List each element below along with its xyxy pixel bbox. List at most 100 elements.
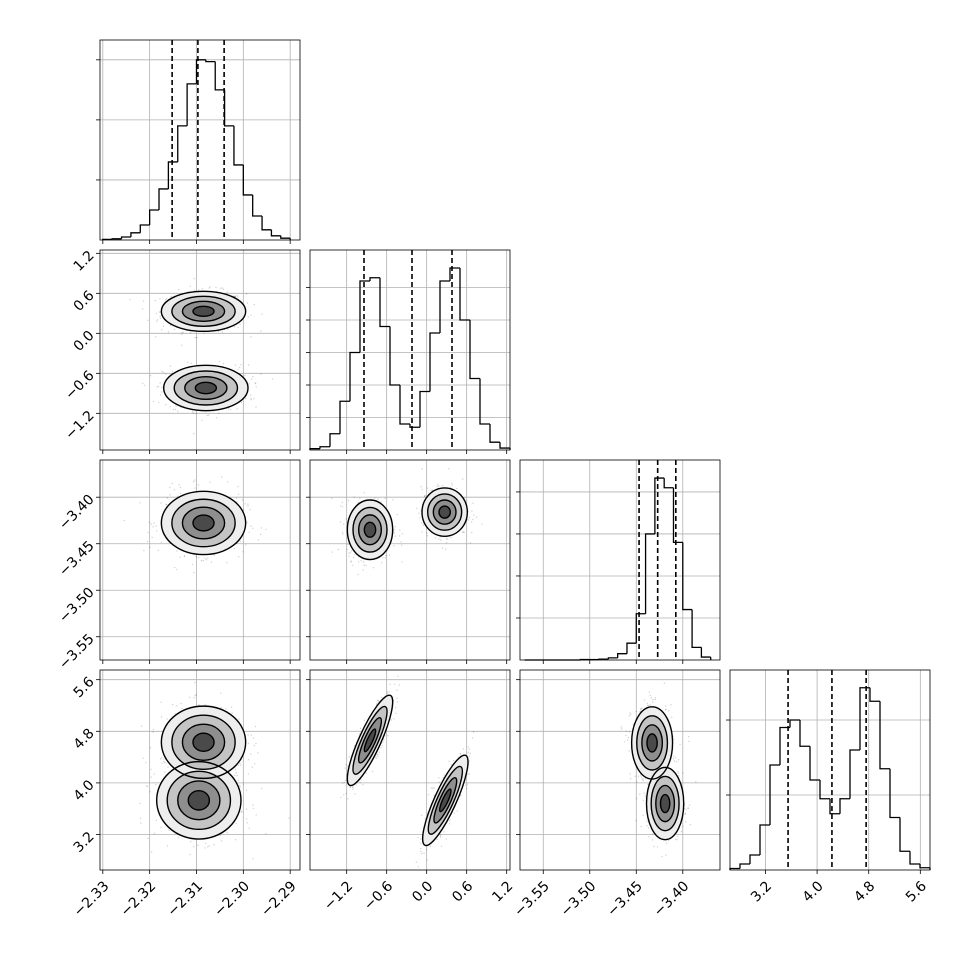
contour (181, 300, 226, 323)
sample-point (236, 295, 238, 297)
sample-point (171, 482, 173, 485)
sample-point (441, 547, 444, 549)
sample-point (386, 691, 389, 693)
sample-point (194, 336, 196, 339)
panel-frame (729, 669, 931, 871)
contour (357, 514, 383, 546)
sample-point (252, 527, 254, 529)
sample-point (255, 406, 257, 408)
histogram-step (449, 267, 460, 282)
sample-point (163, 760, 165, 763)
sample-point (380, 501, 382, 503)
sample-point (398, 684, 400, 686)
sample-point (195, 412, 197, 414)
sample-point (377, 755, 379, 758)
y-tick-label: −3.55 (56, 631, 98, 673)
sample-point (250, 399, 252, 401)
contour (192, 514, 215, 532)
sample-point (222, 288, 225, 291)
histogram-step (879, 701, 890, 770)
histogram-step (769, 764, 780, 826)
contour (171, 498, 236, 548)
sample-point (250, 314, 252, 316)
sample-point (192, 412, 195, 414)
sample-point (394, 706, 397, 709)
sample-point (343, 794, 345, 796)
sample-point (219, 287, 222, 289)
sample-point (377, 498, 379, 500)
sample-point (378, 751, 380, 753)
sample-point (349, 552, 351, 554)
sample-point (198, 289, 200, 291)
sample-point (215, 286, 217, 289)
histogram-step (205, 59, 216, 63)
sample-point (385, 554, 387, 557)
sample-point (471, 531, 473, 534)
sample-point (161, 762, 163, 764)
sample-point (419, 847, 422, 850)
contour (192, 732, 215, 752)
sample-point (331, 497, 333, 500)
sample-point (437, 485, 440, 487)
sample-point (179, 486, 182, 489)
sample-point (246, 302, 249, 304)
sample-point (156, 320, 158, 322)
sample-point (234, 774, 236, 777)
sample-point (238, 366, 241, 369)
sample-point (240, 811, 242, 813)
sample-point (390, 719, 393, 721)
sample-point (426, 535, 429, 537)
sample-point (467, 746, 470, 748)
sample-point (420, 485, 422, 488)
histogram-step (700, 647, 711, 658)
x-tick-label: 1.2 (489, 878, 516, 905)
density-fill (364, 522, 376, 538)
sample-point (179, 492, 182, 495)
sample-point (438, 538, 440, 540)
sample-point (424, 494, 426, 497)
sample-point (464, 784, 467, 787)
sample-point (649, 704, 652, 706)
x-tick-label: −2.32 (118, 878, 160, 920)
sample-point (377, 699, 379, 702)
sample-point (191, 411, 194, 413)
sample-point (166, 845, 169, 847)
sample-point (169, 365, 172, 367)
sample-point (221, 331, 224, 333)
sample-point (468, 760, 470, 762)
sample-point (350, 561, 352, 563)
sample-point (433, 787, 435, 789)
sample-point (220, 692, 222, 694)
sample-point (443, 774, 446, 776)
sample-point (375, 703, 378, 705)
sample-point (140, 822, 142, 824)
sample-point (173, 489, 176, 491)
sample-point (239, 784, 241, 787)
sample-point (148, 521, 150, 523)
sample-point (234, 295, 236, 297)
sample-point (253, 303, 255, 306)
sample-point (627, 739, 629, 741)
sample-point (145, 785, 148, 787)
panel-frame (99, 669, 301, 871)
sample-point (250, 753, 252, 755)
sample-point (193, 697, 195, 699)
sample-point (394, 535, 397, 537)
sample-point (260, 527, 263, 529)
sample-point (245, 808, 248, 810)
sample-point (159, 317, 162, 320)
sample-point (242, 783, 244, 785)
sample-point (349, 786, 351, 788)
sample-point (357, 561, 360, 563)
sample-point (386, 693, 389, 695)
sample-point (393, 718, 395, 720)
y-tick-label: 5.6 (71, 674, 98, 701)
histogram-step (849, 749, 860, 799)
sample-point (357, 501, 359, 504)
sample-point (197, 556, 200, 559)
sample-point (208, 414, 210, 416)
sample-point (354, 793, 356, 795)
sample-point (190, 840, 192, 843)
contour (352, 506, 388, 553)
sample-point (472, 502, 474, 504)
